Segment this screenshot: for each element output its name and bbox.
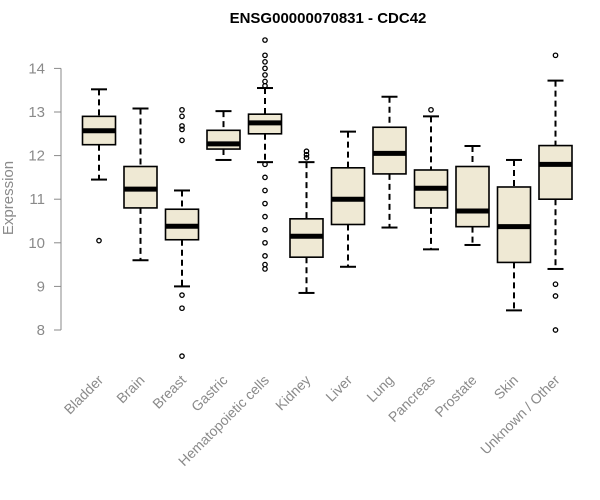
x-tick-label: Lung <box>363 372 396 405</box>
box-liver <box>330 130 366 268</box>
x-tick-label: Breast <box>149 372 189 412</box>
outlier-point <box>262 253 268 259</box>
box-bladder <box>81 88 117 244</box>
outlier-point <box>262 187 268 194</box>
outlier-point <box>262 65 268 72</box>
outlier-point <box>303 151 310 158</box>
box-gastric <box>206 110 241 161</box>
x-tick-label: Unknown / Other <box>477 372 563 458</box>
x-tick-label: Brain <box>113 372 147 406</box>
iqr-box <box>372 126 407 175</box>
y-tick-label: 13 <box>28 104 45 121</box>
outlier-point <box>262 200 268 207</box>
y-axis-label: Expression <box>0 161 17 235</box>
box-prostate <box>455 145 490 246</box>
outlier-point <box>262 37 268 43</box>
outlier-point <box>428 106 434 113</box>
outlier-point <box>179 106 185 113</box>
outlier-point <box>262 174 268 181</box>
x-tick-label: Skin <box>491 372 522 403</box>
x-tick-label: Kidney <box>272 372 314 414</box>
outlier-point <box>262 239 268 246</box>
outlier-point <box>262 59 268 65</box>
outlier-point <box>552 327 559 333</box>
outlier-point <box>303 148 310 155</box>
y-tick-label: 12 <box>28 148 45 165</box>
chart-title: ENSG00000070831 - CDC42 <box>230 10 427 27</box>
outlier-point <box>179 123 185 129</box>
y-tick-label: 10 <box>28 235 45 252</box>
outlier-point <box>303 154 310 161</box>
box-lung <box>372 95 407 229</box>
x-tick-label: Liver <box>322 372 355 405</box>
outlier-point <box>179 353 185 360</box>
box-kidney <box>289 148 324 294</box>
iqr-box <box>330 167 366 226</box>
box-breast <box>164 106 200 360</box>
box-pancreas <box>413 106 449 251</box>
outlier-point <box>179 126 185 133</box>
y-tick-label: 14 <box>28 60 45 77</box>
outlier-point <box>179 113 185 120</box>
outlier-point <box>179 137 185 144</box>
outlier-point <box>262 226 268 233</box>
y-tick-label: 8 <box>37 322 45 339</box>
outlier-point <box>552 281 559 288</box>
box-series <box>81 37 573 360</box>
outlier-point <box>552 293 559 299</box>
box-unknown-other <box>538 52 573 333</box>
iqr-box <box>538 144 573 201</box>
box-skin <box>496 158 532 312</box>
iqr-box <box>455 165 490 228</box>
box-hematopoietic-cells <box>247 37 283 272</box>
x-tick-label: Bladder <box>61 372 107 418</box>
outlier-point <box>262 72 268 78</box>
outlier-point <box>262 52 268 59</box>
outlier-point <box>552 52 559 59</box>
outlier-point <box>262 161 268 168</box>
outlier-point <box>262 82 268 89</box>
box-brain <box>123 107 158 262</box>
x-tick-label: Prostate <box>431 372 479 420</box>
y-axis: 8 9 10 11 12 13 14 <box>28 60 62 339</box>
outlier-point <box>179 292 185 298</box>
outlier-point <box>96 237 102 244</box>
outlier-point <box>262 213 268 220</box>
y-tick-label: 11 <box>29 191 45 208</box>
y-tick-label: 9 <box>37 278 45 295</box>
outlier-point <box>262 266 268 272</box>
outlier-point <box>179 305 185 312</box>
